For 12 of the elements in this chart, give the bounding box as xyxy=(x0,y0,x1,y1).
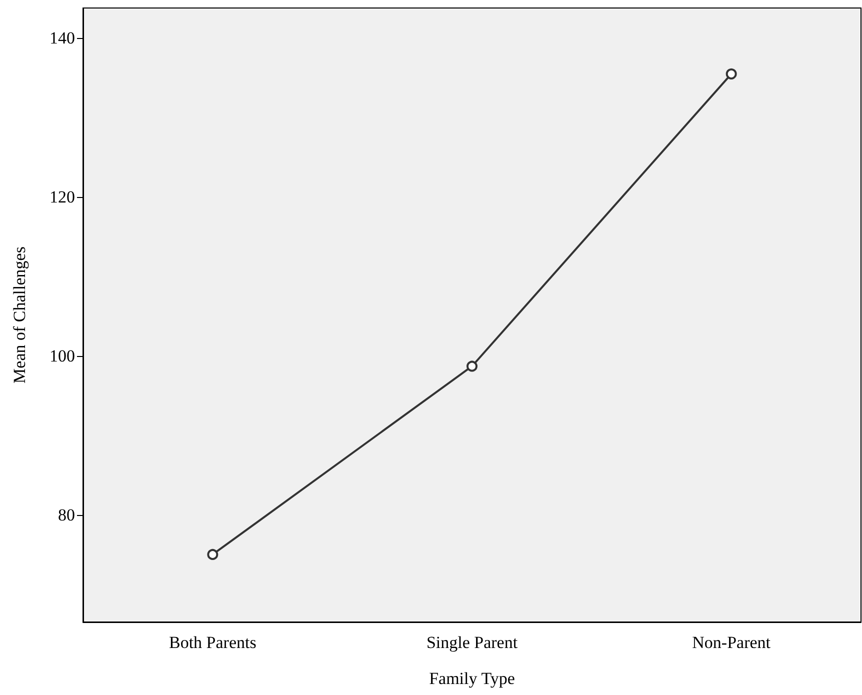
point xyxy=(466,360,478,372)
y-axis-title: Mean of Challenges xyxy=(10,246,29,384)
y-tick-label: 140 xyxy=(50,28,75,48)
y-tick-label: 100 xyxy=(50,346,75,366)
x-tick-label: Non-Parent xyxy=(692,633,771,652)
x-tick-label: Both Parents xyxy=(168,633,256,652)
y-tick-label: 80 xyxy=(58,505,75,524)
x-tick-label: Single Parent xyxy=(426,633,518,652)
point xyxy=(207,548,218,560)
x-axis-title: Family Type xyxy=(429,669,515,688)
y-tick-label: 120 xyxy=(50,188,75,207)
point xyxy=(726,68,737,80)
